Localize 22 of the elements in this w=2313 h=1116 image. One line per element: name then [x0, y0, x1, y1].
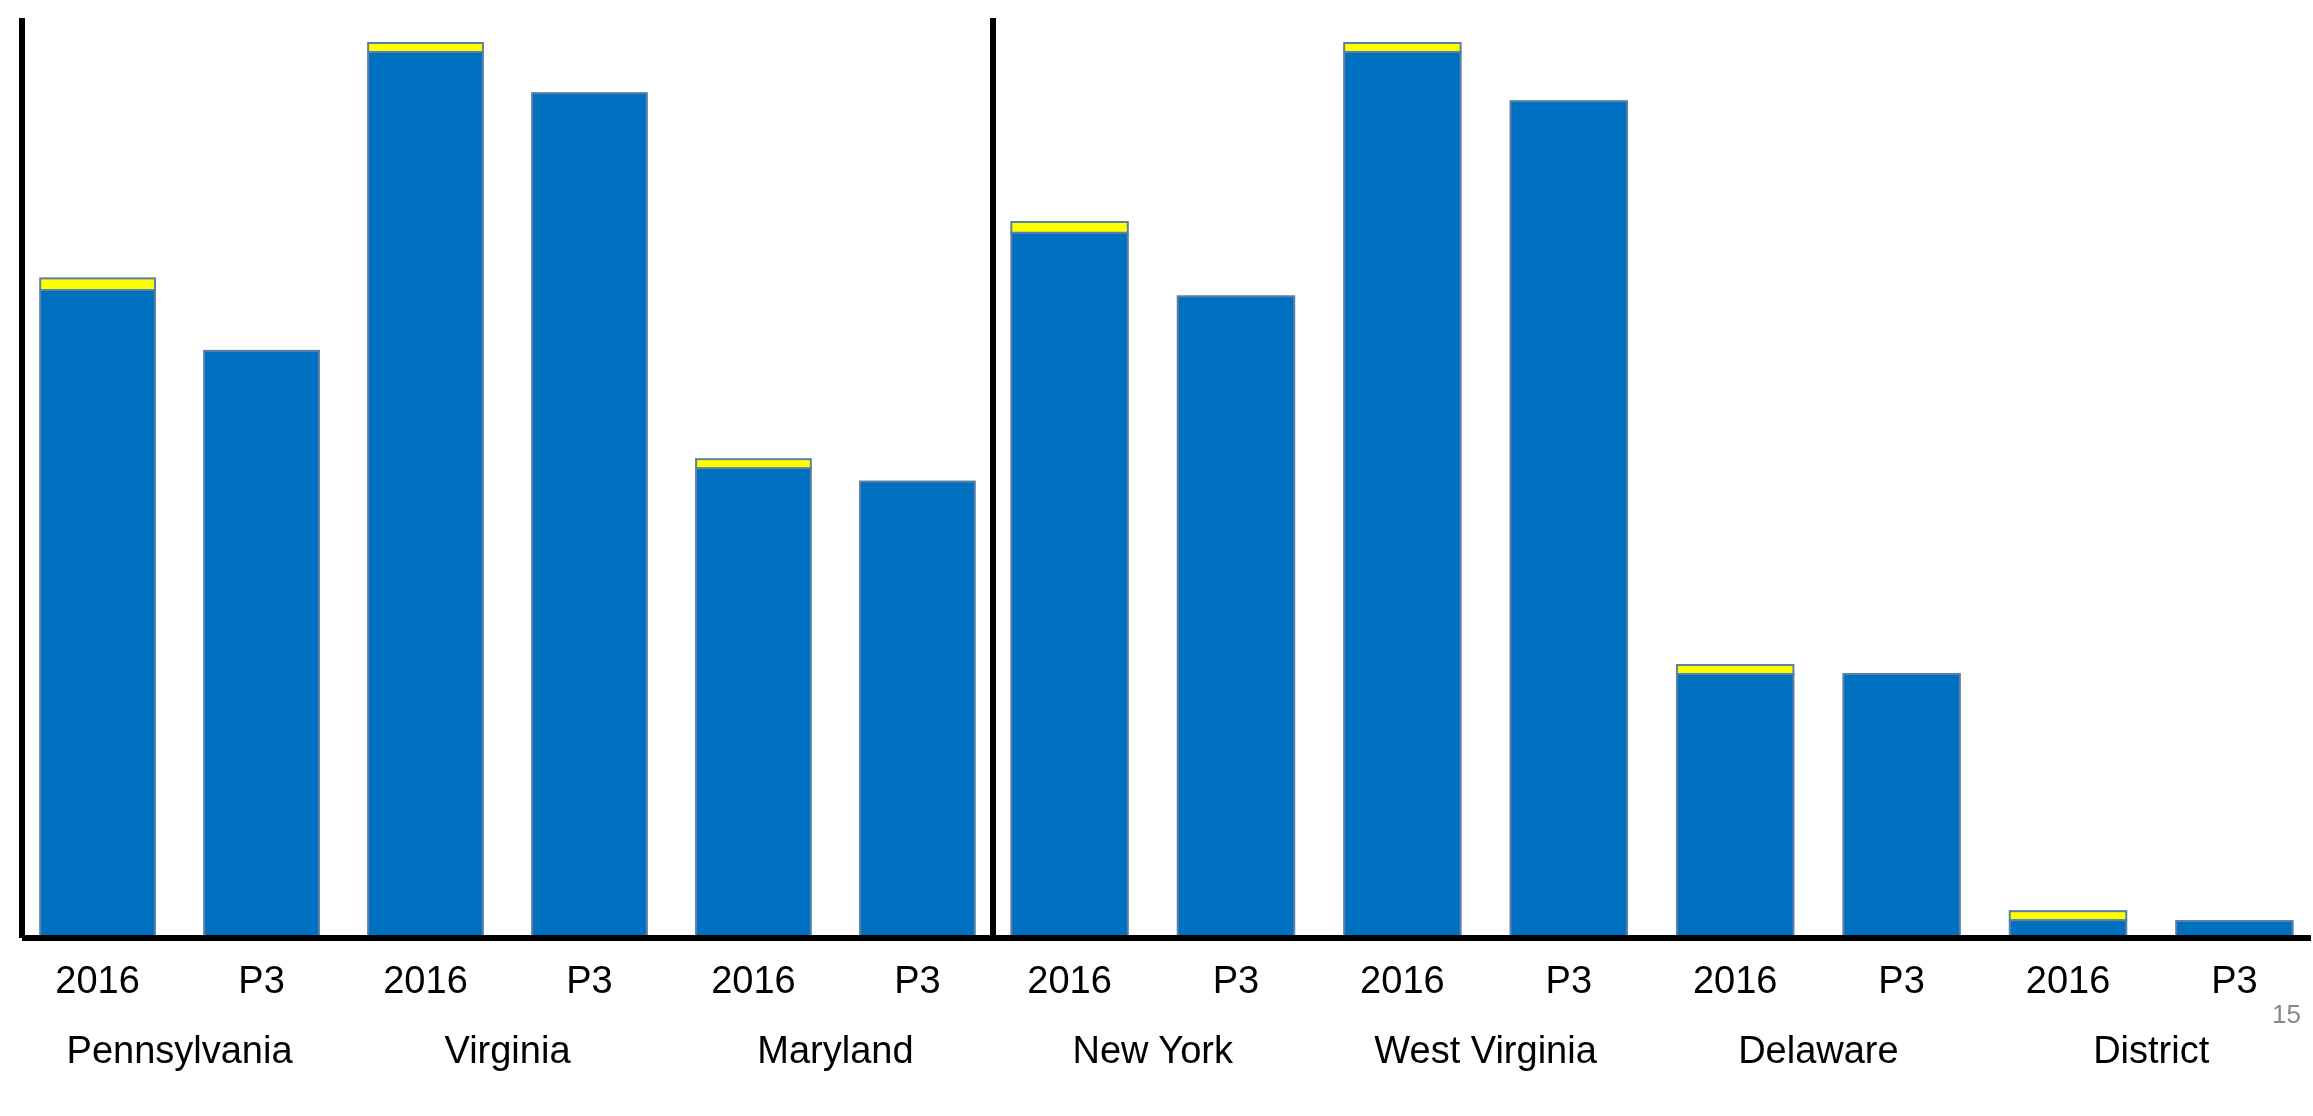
x-tick-label: 2016	[55, 959, 140, 1001]
x-tick-label: P3	[894, 959, 941, 1001]
x-tick-label: P3	[566, 959, 613, 1001]
text: New York	[1072, 1029, 1235, 1071]
x-tick-label: 2016	[1360, 959, 1445, 1001]
x-tick-label: 2016	[2025, 959, 2111, 1001]
x-tick-label: 2016	[383, 959, 468, 1001]
x-tick-label: P3	[2211, 959, 2258, 1001]
x-tick-label: P3	[1212, 959, 1260, 1001]
x-tick-label: P3	[238, 959, 285, 1001]
text: District	[2093, 1029, 2210, 1071]
x-tick-label: 2016	[1692, 959, 1778, 1001]
text: Virginia	[444, 1029, 572, 1071]
x-tick-label: P3	[1878, 959, 1925, 1001]
text: Maryland	[757, 1029, 914, 1071]
x-tick-label: P3	[1545, 959, 1593, 1001]
text: Pennsylvania	[66, 1029, 294, 1071]
text: 15	[2272, 999, 2301, 1029]
text: West Virginia	[1374, 1029, 1598, 1071]
text: Delaware	[1738, 1029, 1899, 1071]
x-tick-label: 2016	[1027, 959, 1112, 1001]
x-tick-label: 2016	[711, 959, 796, 1001]
